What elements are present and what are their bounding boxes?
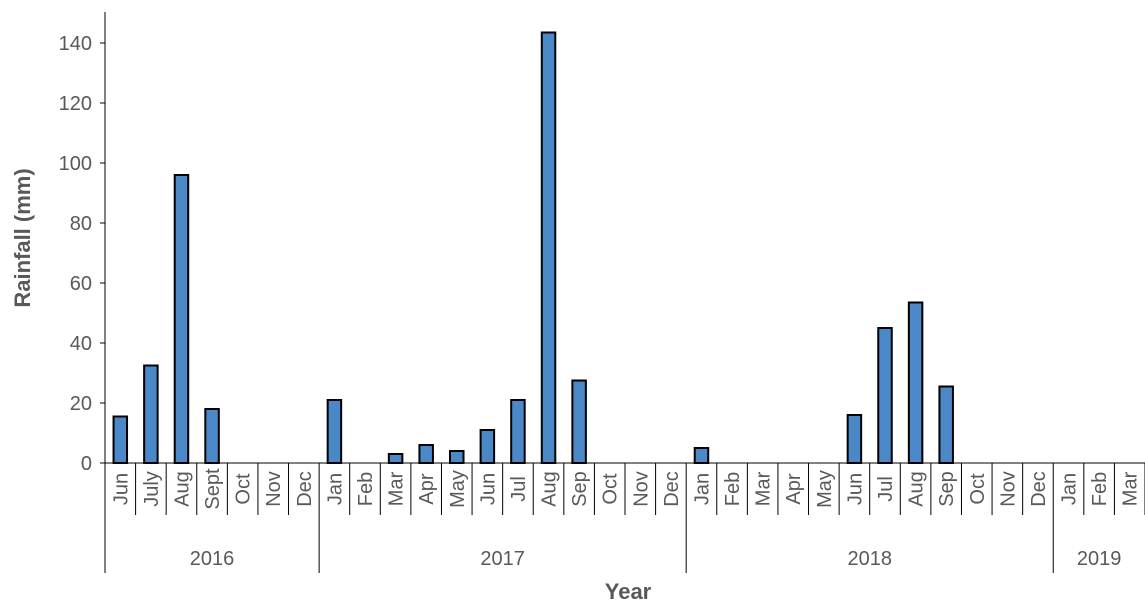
x-month-label: Dec (661, 471, 683, 507)
y-tick-label: 120 (59, 93, 92, 115)
year-label: 2018 (847, 548, 892, 570)
bar (112, 415, 129, 464)
x-month-label: Mar (753, 471, 775, 506)
x-month-label: Jun (110, 473, 132, 505)
y-tick-label: 0 (81, 453, 92, 475)
x-month-label: Dec (294, 471, 316, 507)
bar (907, 301, 924, 464)
year-label: 2019 (1077, 548, 1122, 570)
y-tick-label: 60 (70, 273, 92, 295)
y-tick-label: 40 (70, 333, 92, 355)
bar (479, 429, 496, 464)
x-month-label: Feb (355, 472, 377, 506)
x-month-label: Jul (875, 476, 897, 502)
bar (571, 379, 587, 464)
bar (938, 385, 954, 464)
x-month-label: Jan (1059, 473, 1081, 505)
y-tick-label: 20 (70, 393, 92, 415)
y-axis-title: Rainfall (mm) (10, 168, 35, 307)
bar (846, 414, 863, 464)
y-tick-label: 100 (59, 153, 92, 175)
bar (326, 399, 343, 464)
x-month-label: Feb (722, 472, 744, 506)
x-month-label: Oct (967, 473, 989, 505)
x-axis: Jun July Aug Sept Oct Nov Dec Jan Feb Mar Apr May Ju… (104, 462, 1145, 573)
y-axis: 0 20 40 60 80 100 120 140 (59, 12, 106, 475)
bar (143, 364, 159, 464)
x-month-label: Sept (202, 468, 224, 510)
bar (204, 408, 220, 464)
x-month-label: Aug (171, 471, 193, 507)
bar (449, 450, 465, 464)
x-month-label: July (141, 471, 163, 507)
bar (173, 174, 190, 464)
x-month-label: Sep (569, 471, 591, 507)
x-axis-title: Year (605, 579, 652, 604)
bar (387, 453, 404, 464)
x-month-label: Mar (386, 471, 408, 506)
x-month-label: Sep (936, 471, 958, 507)
year-label: 2017 (480, 548, 525, 570)
x-month-label: May (447, 470, 469, 508)
x-month-label: Nov (630, 471, 652, 507)
x-month-label: Jan (324, 473, 346, 505)
bars (112, 31, 954, 464)
bar (418, 444, 434, 464)
x-month-label: Mar (1120, 471, 1142, 506)
bar (693, 447, 710, 464)
y-tick-label: 80 (70, 213, 92, 235)
bar (877, 327, 893, 464)
x-month-label: Nov (997, 471, 1019, 507)
y-tick-label: 140 (59, 33, 92, 55)
x-month-label: Apr (416, 473, 438, 504)
x-month-label: Nov (263, 471, 285, 507)
x-month-label: Oct (233, 473, 255, 505)
x-month-label: May (814, 470, 836, 508)
bar (540, 31, 557, 464)
x-month-label: Dec (1028, 471, 1050, 507)
x-month-label: Jun (844, 473, 866, 505)
x-month-label: Jun (477, 473, 499, 505)
x-month-label: Apr (783, 473, 805, 504)
x-month-label: Jan (691, 473, 713, 505)
year-label: 2016 (190, 548, 235, 570)
x-month-label: Aug (906, 471, 928, 507)
x-month-label: Aug (539, 471, 561, 507)
x-month-label: Feb (1089, 472, 1111, 506)
x-month-label: Oct (600, 473, 622, 505)
bar (510, 399, 526, 464)
x-month-label: Jul (508, 476, 530, 502)
